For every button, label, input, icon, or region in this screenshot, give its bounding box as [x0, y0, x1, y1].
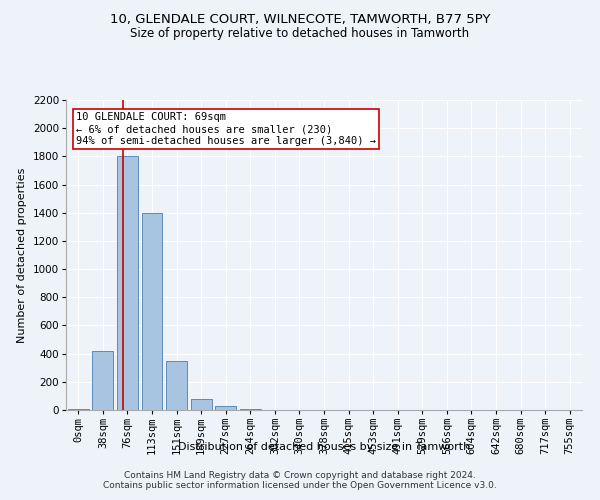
- Text: Size of property relative to detached houses in Tamworth: Size of property relative to detached ho…: [130, 28, 470, 40]
- Bar: [68, 408, 89, 410]
- Bar: [166, 360, 187, 410]
- Text: Distribution of detached houses by size in Tamworth: Distribution of detached houses by size …: [178, 442, 470, 452]
- Bar: [215, 406, 236, 410]
- Bar: [92, 351, 113, 410]
- Bar: [117, 156, 138, 410]
- Bar: [142, 212, 163, 410]
- Text: 10 GLENDALE COURT: 69sqm
← 6% of detached houses are smaller (230)
94% of semi-d: 10 GLENDALE COURT: 69sqm ← 6% of detache…: [76, 112, 376, 146]
- Text: Contains HM Land Registry data © Crown copyright and database right 2024.
Contai: Contains HM Land Registry data © Crown c…: [103, 470, 497, 490]
- Y-axis label: Number of detached properties: Number of detached properties: [17, 168, 27, 342]
- Bar: [191, 400, 212, 410]
- Bar: [240, 408, 261, 410]
- Text: 10, GLENDALE COURT, WILNECOTE, TAMWORTH, B77 5PY: 10, GLENDALE COURT, WILNECOTE, TAMWORTH,…: [110, 12, 490, 26]
